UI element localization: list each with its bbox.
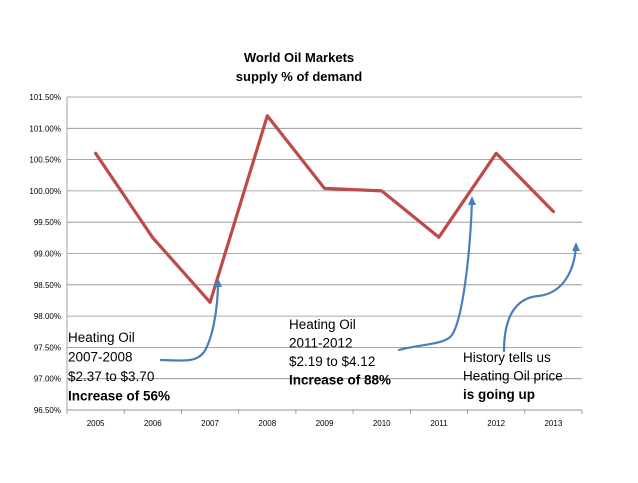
x-tick-labels: 2005 2006 2007 2008 2009 2010 2011 2012 2013 <box>87 419 563 428</box>
y-tick-label: 99.00% <box>34 250 61 259</box>
y-tick-label: 100.50% <box>29 156 61 165</box>
y-tick-labels: 96.50% 97.00% 97.50% 98.00% 98.50% 99.00% 99.5… <box>29 93 61 415</box>
annotation-text: $2.37 to $3.70 <box>68 369 154 384</box>
y-tick-label: 98.50% <box>34 281 61 290</box>
arrow-head <box>572 242 580 251</box>
x-tick-label: 2006 <box>144 419 162 428</box>
y-tick-label: 100.00% <box>29 187 61 196</box>
annotation-arrows <box>161 196 580 361</box>
y-tick-label: 99.50% <box>34 218 61 227</box>
x-tick-label: 2012 <box>487 419 505 428</box>
y-tick-label: 101.00% <box>29 124 61 133</box>
arrow-head <box>468 196 476 205</box>
annotation-text: 2007-2008 <box>68 350 133 365</box>
annotation-text: Increase of 56% <box>68 389 170 404</box>
annotation-text: is going up <box>463 387 535 402</box>
y-tick-label: 101.50% <box>29 93 61 102</box>
annotation-text: Heating Oil <box>289 317 356 332</box>
y-tick-label: 96.50% <box>34 406 61 415</box>
x-tick-label: 2005 <box>87 419 105 428</box>
series <box>96 116 554 303</box>
x-tick-label: 2009 <box>316 419 334 428</box>
annotation-text: Increase of 88% <box>289 373 391 388</box>
x-tick-label: 2008 <box>258 419 276 428</box>
chart-title: World Oil Markets <box>244 50 354 65</box>
annotation-text: Heating Oil <box>68 330 135 345</box>
annotation-text: $2.19 to $4.12 <box>289 354 375 369</box>
x-tick-label: 2011 <box>430 419 448 428</box>
chart-subtitle: supply % of demand <box>236 69 362 84</box>
x-tick-label: 2007 <box>201 419 219 428</box>
x-tick-label: 2013 <box>544 419 562 428</box>
x-tick-label: 2010 <box>373 419 391 428</box>
annotation-arrow <box>504 246 576 351</box>
y-tick-label: 98.00% <box>34 312 61 321</box>
y-tick-label: 97.00% <box>34 375 61 384</box>
annotation-text: 2011-2012 <box>289 336 353 351</box>
annotation-text: Heating Oil price <box>463 369 563 384</box>
series-line <box>96 116 554 302</box>
annotation-arrow <box>161 282 218 361</box>
y-tick-label: 97.50% <box>34 343 61 352</box>
annotation-text: History tells us <box>463 350 551 365</box>
annotations: Heating Oil 2007-2008 $2.37 to $3.70 Increa… <box>68 317 563 404</box>
